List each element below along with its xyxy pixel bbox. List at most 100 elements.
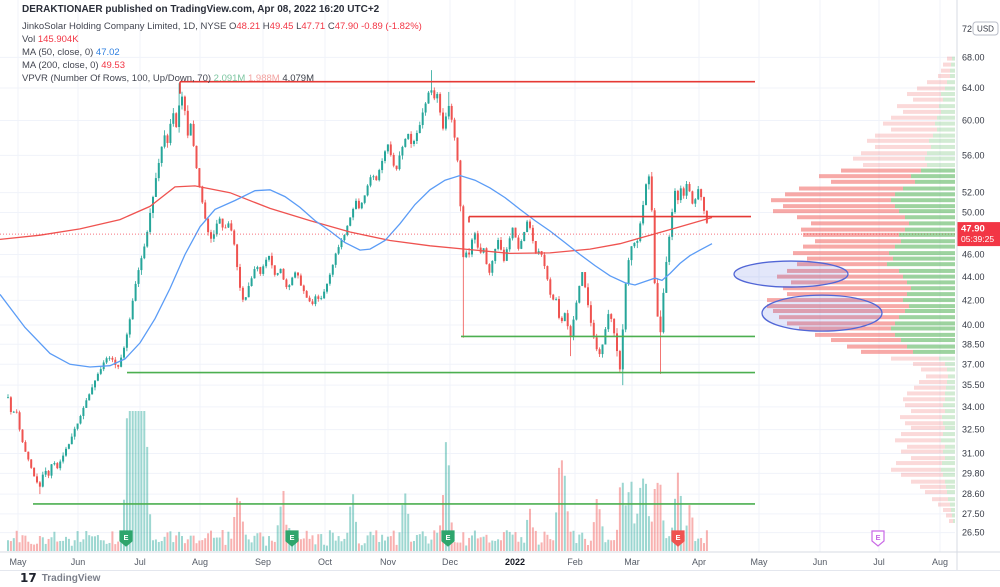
candle-body	[589, 305, 592, 323]
vpvr-up-row	[947, 80, 955, 85]
earnings-icon[interactable]	[671, 530, 685, 547]
volume-bar	[517, 541, 520, 551]
volume-bar	[476, 538, 479, 551]
candle-body	[262, 266, 265, 274]
last-price-value: 47.90	[961, 224, 985, 235]
vpvr-down-row	[896, 461, 942, 466]
volume-bar	[352, 494, 355, 551]
candle-body	[674, 190, 676, 213]
vpvr-up-row	[947, 380, 955, 385]
candle-body	[418, 125, 421, 133]
candle-body	[294, 272, 297, 278]
earnings-icon[interactable]	[441, 530, 455, 547]
vpvr-up-volume: 2.091M	[213, 73, 246, 84]
volume-bar	[120, 535, 123, 551]
volume-bar	[82, 539, 85, 551]
price-tick-label: 52.00	[962, 188, 985, 198]
vpvr-up-row	[905, 309, 955, 314]
volume-bar	[146, 446, 149, 551]
candle-body	[218, 218, 221, 224]
candle-body	[601, 344, 604, 355]
vpvr-up-row	[889, 251, 955, 256]
candle-body	[70, 436, 73, 445]
candle-body	[285, 279, 288, 288]
earnings-icon[interactable]	[871, 530, 885, 547]
volume-bar	[685, 525, 688, 551]
volume-bar	[259, 532, 262, 551]
volume-bar	[27, 541, 30, 551]
volume-bar	[540, 542, 543, 551]
candle-body	[491, 260, 494, 273]
volume-bar	[328, 530, 331, 551]
candle-body	[578, 285, 581, 303]
candle-body	[685, 184, 688, 196]
volume-bar	[256, 533, 259, 551]
vpvr-down-row	[907, 92, 941, 97]
volume-bar	[21, 535, 24, 551]
candle-body	[9, 397, 12, 412]
candle-body	[520, 241, 523, 249]
candle-body	[560, 317, 563, 322]
candle-body	[18, 412, 21, 430]
volume-bar	[485, 534, 488, 551]
candle-body	[117, 364, 120, 367]
vpvr-up-row	[899, 209, 955, 214]
candle-body	[253, 269, 256, 279]
currency-badge-box	[972, 21, 999, 36]
candle-body	[146, 231, 149, 247]
vpvr-down-row	[947, 56, 952, 61]
vpvr-down-row	[831, 179, 915, 184]
tradingview-logo-icon: 17	[20, 571, 37, 585]
candle-body	[558, 298, 560, 318]
tradingview-attribution[interactable]: 17 TradingView	[20, 569, 100, 587]
volume-bar	[555, 512, 558, 551]
candle-body	[30, 459, 33, 468]
volume-bar	[212, 537, 215, 551]
candle-body	[352, 208, 355, 218]
vpvr-down-row	[791, 280, 907, 285]
volume-bar	[642, 478, 645, 551]
ellipse-drawing[interactable]	[761, 294, 883, 332]
candle-body	[471, 239, 473, 255]
vpvr-down-row	[927, 80, 947, 85]
volume-bar	[630, 481, 633, 551]
volume-bar	[134, 411, 137, 551]
volume-bar	[607, 539, 610, 551]
time-axis[interactable]: May Jun Jul Aug Sep Oct Nov Dec 2022 Feb Mar Apr May…	[9, 557, 948, 567]
price-axis[interactable]: 72 USD 68.00 64.00 60.00 56.00 52.00 50.00 46.00…	[957, 21, 1000, 538]
earnings-icon-letter: E	[445, 533, 450, 542]
candle-body	[53, 463, 56, 465]
time-axis-month-label: Oct	[318, 557, 333, 567]
earnings-icon[interactable]	[119, 530, 133, 547]
vpvr-up-row	[895, 204, 955, 209]
candle-body	[27, 451, 30, 460]
volume-bar	[410, 541, 413, 551]
volume-bar	[201, 540, 204, 551]
volume-bar	[447, 465, 450, 551]
volume-bar	[56, 541, 59, 551]
ma50-label: MA (50, close, 0)	[22, 47, 94, 58]
vpvr-down-row	[891, 467, 941, 472]
candle-body	[320, 298, 323, 299]
volume-bar	[311, 535, 314, 551]
ellipse-drawing[interactable]	[733, 260, 849, 288]
time-axis-month-label: Jun	[71, 557, 86, 567]
volume-bar	[465, 545, 468, 551]
vpvr-down-row	[905, 421, 943, 426]
volume-bar	[326, 545, 328, 551]
volume-bar	[262, 536, 265, 551]
volume-bar	[343, 538, 346, 551]
vpvr-down-row	[867, 138, 929, 143]
volume-bar	[33, 544, 36, 551]
candle-body	[653, 210, 656, 284]
volume-bar	[59, 540, 62, 551]
candle-body	[36, 476, 38, 483]
candle-body	[88, 394, 91, 401]
vpvr-down-row	[787, 321, 895, 326]
earnings-icon[interactable]	[285, 530, 299, 547]
vpvr-up-row	[947, 367, 955, 372]
